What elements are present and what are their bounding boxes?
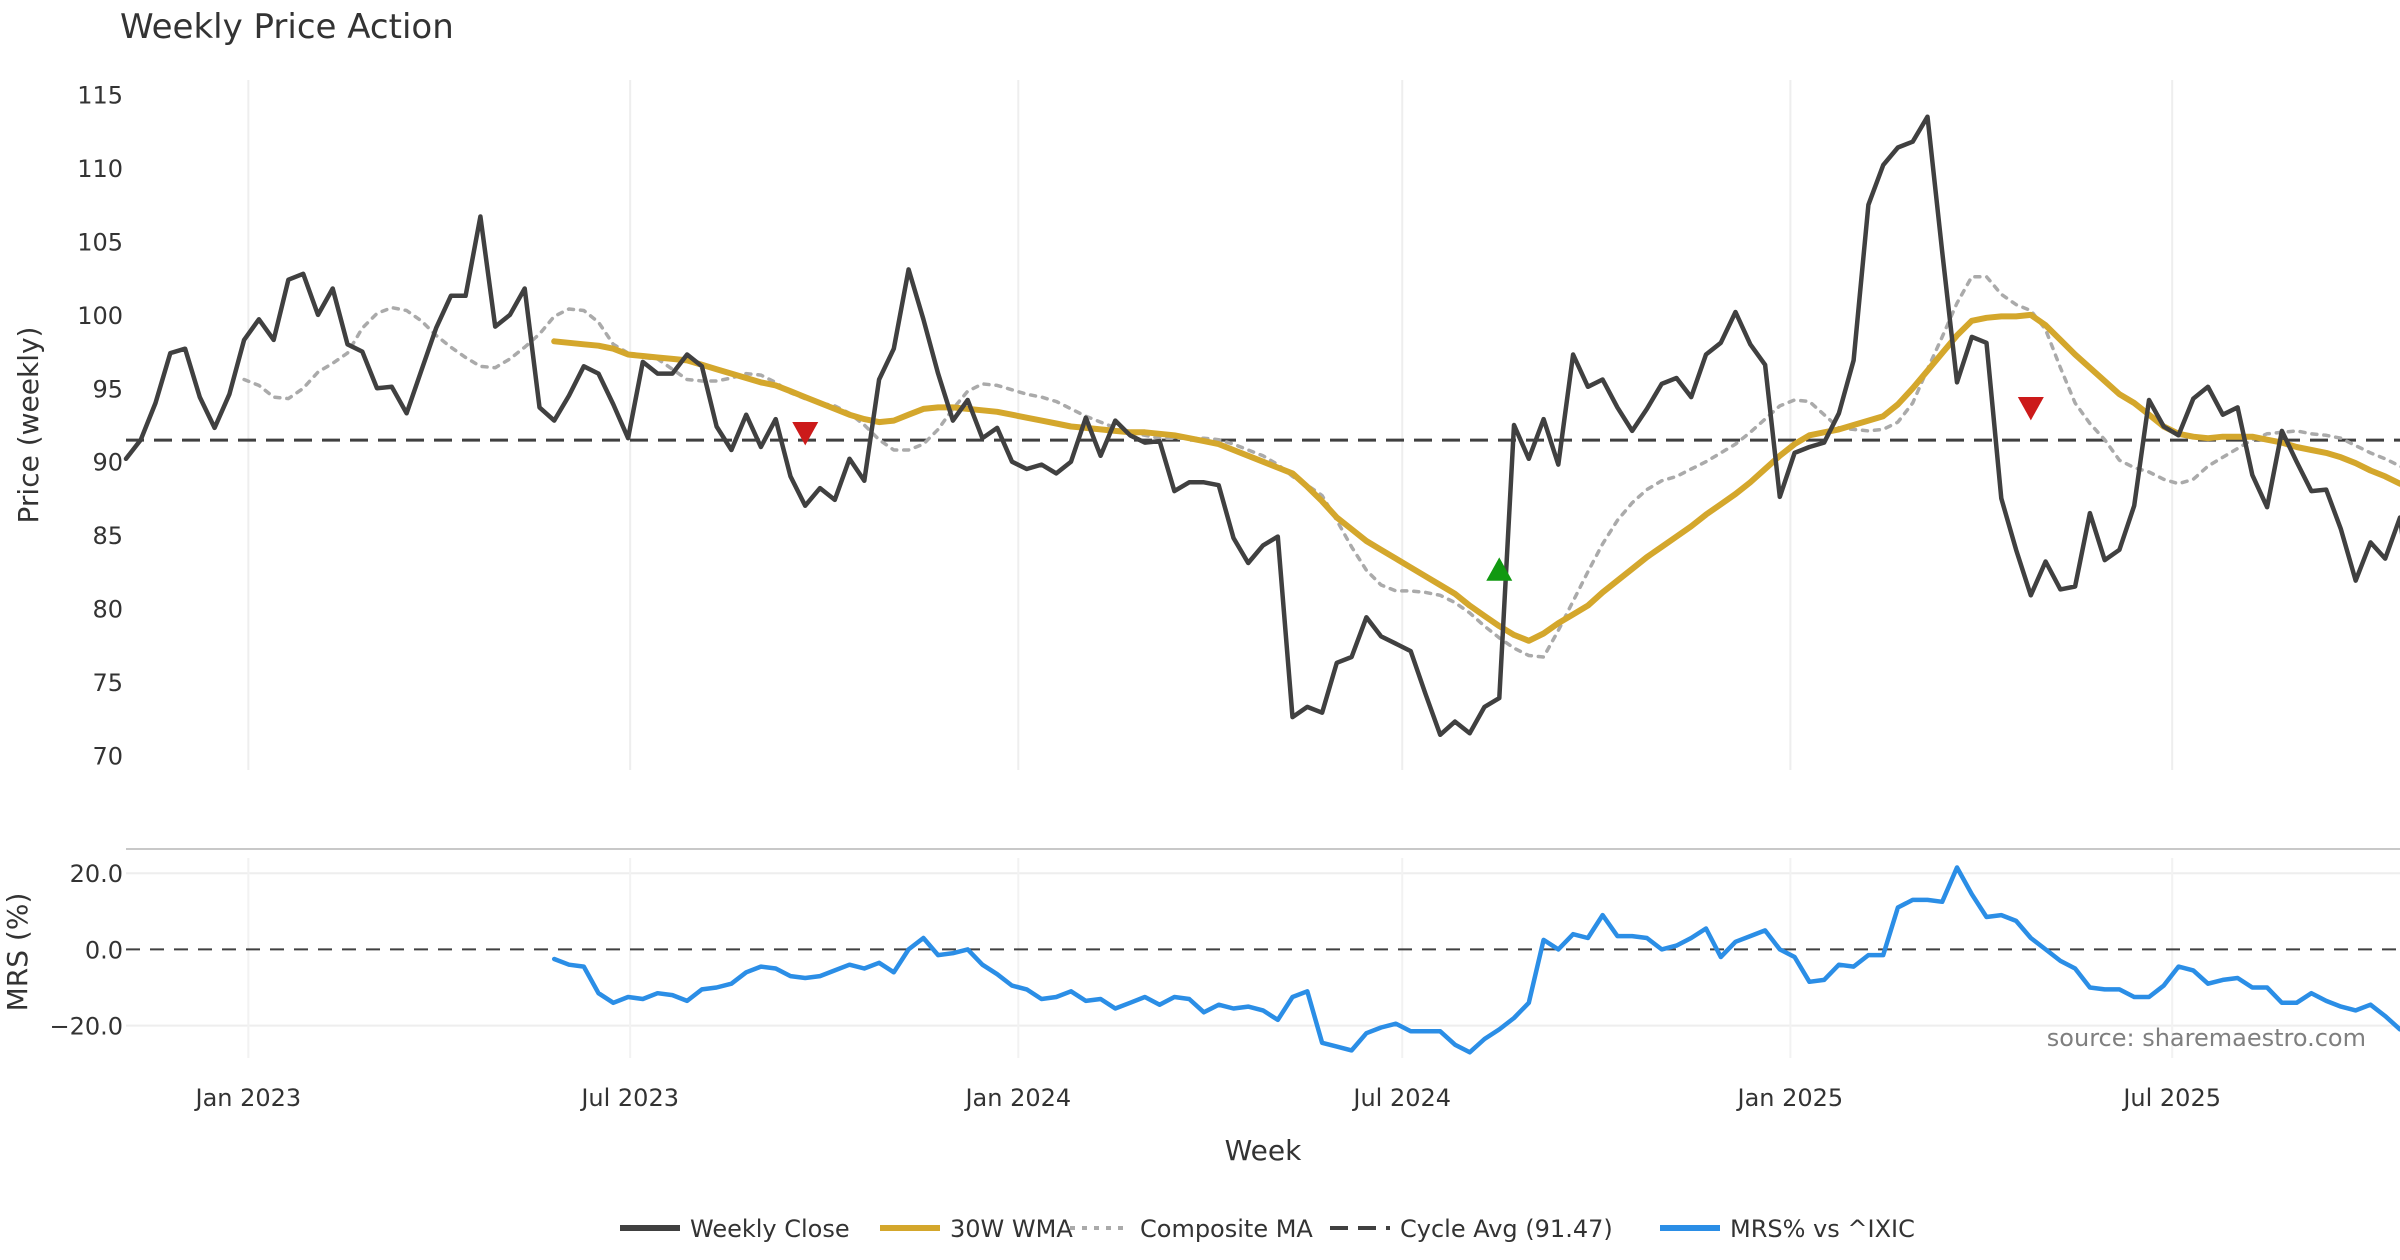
legend-label: Composite MA: [1140, 1215, 1313, 1243]
mrs-y-tick-label: −20.0: [49, 1013, 123, 1041]
mrs-y-axis-label: MRS (%): [1, 893, 34, 1012]
source-note: source: sharemaestro.com: [2047, 1024, 2366, 1052]
price-y-tick-label: 100: [77, 302, 123, 330]
legend-label: Cycle Avg (91.47): [1400, 1215, 1613, 1243]
mrs-y-tick-label: 0.0: [85, 936, 123, 964]
price-y-axis-label: Price (weekly): [12, 327, 45, 524]
mrs-series: [551, 865, 2400, 1055]
price-y-tick-label: 105: [77, 228, 123, 256]
price-y-tick-label: 70: [92, 742, 123, 770]
price-y-tick-label: 115: [77, 82, 123, 110]
chart-title: Weekly Price Action: [120, 7, 454, 47]
legend: Weekly Close 30W WMA Composite MA Cycle Avg…: [620, 1215, 1915, 1243]
x-axis-label: Week: [1225, 1134, 1302, 1167]
legend-label: MRS% vs ^IXIC: [1730, 1215, 1915, 1243]
price-y-tick-label: 110: [77, 155, 123, 183]
weekly-close-series: [123, 114, 2400, 738]
legend-label: 30W WMA: [950, 1215, 1073, 1243]
price-y-tick-label: 75: [92, 669, 123, 697]
sell-signal-marker: [2017, 396, 2044, 421]
price-y-ticks: 70 75 80 85 90 95 100 105 110 115: [77, 82, 123, 771]
price-series-group: [123, 114, 2400, 738]
x-tick-label: Jan 2025: [1736, 1084, 1844, 1112]
legend-label: Weekly Close: [690, 1215, 850, 1243]
price-y-tick-label: 80: [92, 596, 123, 624]
price-gridlines: [247, 80, 2174, 770]
signal-markers: [792, 396, 2044, 581]
x-tick-label: Jul 2025: [2121, 1084, 2221, 1112]
mrs-y-ticks: 20.0 0.0 −20.0: [49, 860, 123, 1040]
x-tick-label: Jan 2024: [963, 1084, 1071, 1112]
price-y-tick-label: 85: [92, 522, 123, 550]
price-y-tick-label: 95: [92, 375, 123, 403]
sell-signal-marker: [792, 421, 819, 446]
mrs-gridlines: [126, 858, 2400, 1058]
x-tick-label: Jul 2023: [579, 1084, 679, 1112]
mrs-y-tick-label: 20.0: [70, 860, 123, 888]
mrs-series-group: [551, 865, 2400, 1055]
x-tick-labels: Jan 2023 Jul 2023 Jan 2024 Jul 2024 Jan 2025…: [193, 1084, 2221, 1112]
buy-signal-marker: [1486, 557, 1513, 581]
x-tick-label: Jan 2023: [193, 1084, 301, 1112]
x-tick-label: Jul 2024: [1351, 1084, 1451, 1112]
price-y-tick-label: 90: [92, 449, 123, 477]
